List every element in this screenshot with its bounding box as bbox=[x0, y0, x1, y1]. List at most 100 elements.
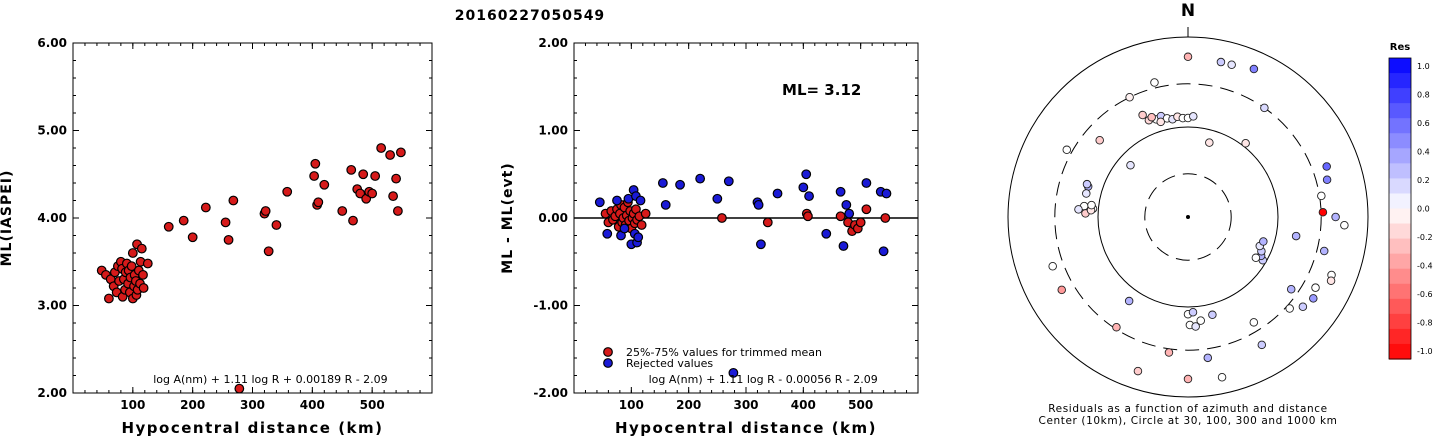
x-tick-label: 500 bbox=[848, 398, 873, 412]
station-point bbox=[1291, 231, 1301, 241]
colorbar-segment bbox=[1389, 238, 1411, 255]
data-point bbox=[376, 143, 387, 153]
station-point bbox=[1138, 110, 1147, 120]
station-point bbox=[1331, 212, 1340, 222]
x-tick-label: 300 bbox=[240, 398, 265, 412]
data-point bbox=[163, 221, 174, 232]
station-point bbox=[1286, 285, 1296, 294]
data-point bbox=[594, 197, 605, 208]
station-point bbox=[1249, 64, 1259, 74]
data-point bbox=[675, 179, 685, 190]
station-point bbox=[1082, 189, 1091, 198]
data-point bbox=[178, 215, 189, 226]
station-point bbox=[1095, 135, 1104, 145]
data-point bbox=[635, 195, 646, 206]
station-point bbox=[1062, 145, 1072, 155]
station-point bbox=[1260, 103, 1269, 113]
station-point bbox=[1203, 353, 1213, 363]
colorbar-segment bbox=[1389, 178, 1411, 195]
colorbar-tick-label: -0.8 bbox=[1417, 319, 1433, 328]
x-tick-label: 100 bbox=[619, 398, 644, 412]
center-point bbox=[1186, 215, 1190, 219]
data-point bbox=[309, 171, 320, 181]
data-point bbox=[804, 191, 814, 202]
colorbar-tick-label: 0.4 bbox=[1417, 148, 1430, 157]
magnitude-vs-distance-plot: 2.00 3.00 4.00 5.00 6.00 100 200 300 400 500 Hypoc… bbox=[0, 36, 433, 437]
data-point bbox=[126, 261, 137, 272]
station-point bbox=[1311, 283, 1320, 292]
station-point bbox=[1326, 276, 1336, 285]
y-tick-label: 2.00 bbox=[37, 386, 67, 400]
station-point bbox=[1124, 296, 1134, 306]
data-point bbox=[838, 241, 849, 251]
data-point bbox=[260, 206, 271, 216]
data-point bbox=[821, 228, 832, 239]
colorbar-segment bbox=[1389, 253, 1411, 270]
data-point bbox=[728, 367, 739, 378]
y-tick-label: -2.00 bbox=[533, 386, 568, 400]
colorbar-tick-label: -0.6 bbox=[1417, 290, 1433, 299]
data-point bbox=[103, 293, 114, 304]
data-point bbox=[640, 208, 651, 219]
station-point bbox=[1319, 246, 1329, 256]
data-point bbox=[370, 171, 381, 181]
station-point bbox=[1285, 304, 1294, 313]
data-point bbox=[142, 258, 153, 269]
colorbar-segment bbox=[1389, 133, 1411, 149]
station-point bbox=[1057, 285, 1066, 295]
data-point bbox=[841, 199, 852, 210]
data-point bbox=[861, 178, 872, 188]
colorbar-tick-label: 1.0 bbox=[1417, 62, 1430, 71]
x-axis-label: Hypocentral distance (km) bbox=[615, 419, 877, 437]
x-tick-label: 200 bbox=[676, 398, 701, 412]
caption-line2: Center (10km), Circle at 30, 100, 300 an… bbox=[1039, 415, 1338, 427]
station-point bbox=[1249, 318, 1259, 327]
station-point bbox=[1164, 348, 1174, 357]
colorbar-segment bbox=[1389, 208, 1411, 225]
data-point bbox=[228, 195, 239, 206]
y-tick-label: 6.00 bbox=[37, 36, 67, 50]
station-point bbox=[1048, 262, 1057, 271]
data-point bbox=[880, 213, 891, 223]
data-point bbox=[803, 211, 813, 222]
station-point bbox=[1133, 366, 1143, 376]
data-point bbox=[723, 176, 734, 187]
y-tick-label: 4.00 bbox=[37, 211, 67, 225]
data-point bbox=[801, 169, 812, 180]
station-point bbox=[1205, 138, 1214, 147]
colorbar-segment bbox=[1389, 298, 1411, 315]
data-point bbox=[612, 195, 622, 206]
data-point bbox=[636, 220, 647, 230]
data-point bbox=[798, 182, 809, 193]
residual-vs-distance-plot: -2.00 -1.00 0.00 1.00 2.00 100 200 300 400 500 Hyp… bbox=[500, 36, 919, 437]
station-point bbox=[1125, 93, 1134, 102]
colorbar-segment bbox=[1389, 58, 1411, 74]
data-point bbox=[127, 248, 138, 258]
colorbar-segment bbox=[1389, 268, 1411, 285]
data-point bbox=[602, 228, 613, 239]
data-point bbox=[223, 234, 234, 245]
data-point bbox=[392, 206, 403, 216]
station-point bbox=[1074, 205, 1083, 214]
data-point bbox=[388, 191, 399, 202]
station-point bbox=[1322, 162, 1331, 171]
formula-text: log A(nm) + 1.11 log R + 0.00189 R - 2.0… bbox=[153, 373, 387, 386]
x-tick-label: 300 bbox=[733, 398, 758, 412]
station-point bbox=[1322, 175, 1332, 184]
colorbar-segment bbox=[1389, 328, 1411, 345]
colorbar-tick-label: -0.4 bbox=[1417, 262, 1433, 271]
data-point bbox=[348, 215, 358, 226]
legend-label: 25%-75% values for trimmed mean bbox=[626, 346, 822, 359]
station-point bbox=[1126, 160, 1135, 170]
data-point bbox=[835, 186, 846, 197]
data-point bbox=[772, 188, 783, 199]
data-point bbox=[187, 232, 198, 243]
colorbar-tick-label: -1.0 bbox=[1417, 347, 1433, 356]
station-point bbox=[1317, 191, 1326, 201]
station-point bbox=[1241, 138, 1250, 148]
x-tick-label: 100 bbox=[120, 398, 145, 412]
x-tick-label: 200 bbox=[180, 398, 205, 412]
plot-frame bbox=[72, 42, 433, 394]
colorbar-segment bbox=[1389, 88, 1411, 104]
y-tick-label: 3.00 bbox=[37, 299, 67, 313]
